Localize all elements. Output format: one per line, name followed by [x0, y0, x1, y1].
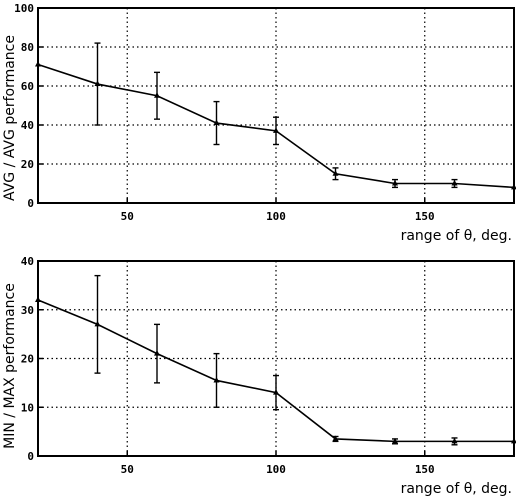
plot-frame — [37, 7, 515, 204]
data-point-marker — [451, 180, 458, 186]
y-tick-label: 20 — [21, 353, 34, 366]
y-tick-label: 40 — [21, 119, 34, 132]
y-tick-label: 0 — [27, 197, 34, 210]
y-tick-label: 20 — [21, 158, 34, 171]
y-tick-label: 80 — [21, 41, 34, 54]
data-point-marker — [154, 350, 160, 356]
data-point-marker — [511, 183, 516, 190]
x-axis-label: range of θ, deg. — [401, 481, 512, 497]
data-point-marker — [94, 320, 101, 327]
data-point-marker — [213, 119, 220, 126]
data-point-marker — [332, 435, 339, 441]
plot-frame — [37, 260, 515, 457]
data-point-marker — [154, 92, 160, 98]
y-axis-label: AVG / AVG performance — [2, 35, 18, 201]
x-tick-label: 100 — [266, 210, 286, 223]
data-point-marker — [94, 80, 101, 87]
data-point-marker — [392, 437, 398, 444]
y-tick-label: 30 — [21, 304, 34, 317]
y-tick-label: 10 — [21, 401, 34, 414]
y-tick-label: 40 — [21, 255, 34, 268]
x-tick-label: 150 — [415, 463, 435, 476]
x-tick-label: 150 — [415, 210, 435, 223]
data-point-marker — [35, 61, 41, 67]
data-point-marker — [511, 437, 516, 444]
x-tick-label: 100 — [266, 463, 286, 476]
y-tick-label: 100 — [14, 2, 34, 15]
y-axis-label: MIN / MAX performance — [2, 283, 18, 449]
y-tick-label: 0 — [27, 450, 34, 463]
x-axis-label: range of θ, deg. — [401, 228, 512, 244]
y-tick-label: 60 — [21, 80, 34, 93]
data-point-marker — [392, 180, 398, 186]
data-point-marker — [273, 127, 279, 133]
data-point-marker — [451, 437, 458, 444]
data-point-marker — [332, 170, 339, 176]
x-tick-label: 50 — [121, 210, 134, 223]
data-point-marker — [213, 376, 220, 383]
series-line — [37, 299, 514, 443]
data-point-marker — [273, 389, 279, 395]
data-point-marker — [35, 296, 41, 302]
x-tick-label: 50 — [121, 463, 134, 476]
